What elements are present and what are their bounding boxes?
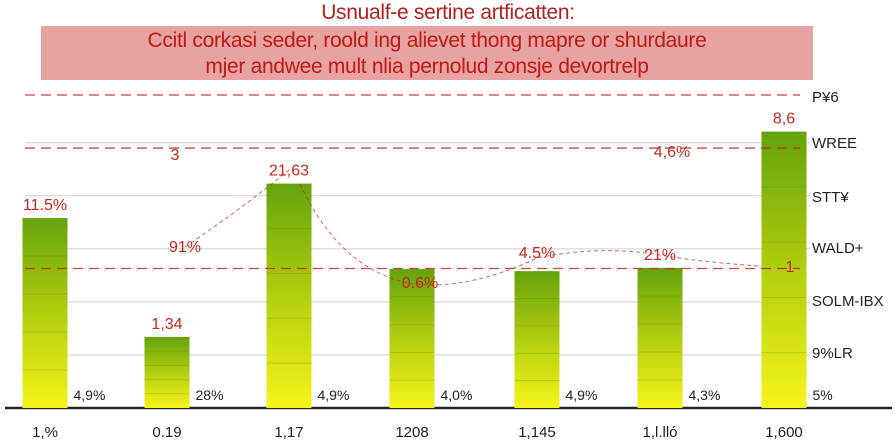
- annotation: 1: [786, 259, 795, 276]
- right-axis-label: WALD+: [812, 240, 864, 257]
- trend-line: [184, 169, 761, 286]
- annotation: 3: [171, 147, 180, 164]
- bar-3: [266, 183, 312, 408]
- right-axis-label: SOLM-IBX: [812, 293, 884, 310]
- inner-label: 4,9%: [318, 387, 350, 403]
- inner-label: 4,0%: [441, 387, 473, 403]
- bar-4: [389, 269, 435, 408]
- annotation: 91%: [169, 239, 201, 256]
- right-axis-label: STT¥: [812, 189, 849, 206]
- right-axis-label: P¥6: [812, 89, 839, 106]
- chart-title: Usnualf-e sertine artficatten:: [321, 1, 575, 24]
- right-axis-label: WREE: [812, 135, 857, 152]
- bar-7: [761, 131, 807, 408]
- annotation: 4,6%: [654, 144, 690, 161]
- x-tick-label: 1,l.lló: [642, 424, 677, 441]
- bar-6: [637, 267, 683, 408]
- right-axis-label: 9%LR: [812, 345, 853, 362]
- x-tick-label: 1,145: [518, 424, 556, 441]
- inner-label: 4,3%: [689, 387, 721, 403]
- bar-5: [514, 271, 560, 408]
- bar-top-label: 8,6: [773, 111, 795, 128]
- inner-label: 4,9%: [74, 387, 106, 403]
- bar-top-label: 11.5%: [23, 197, 67, 214]
- bar-1: [22, 218, 68, 408]
- inner-label: 28%: [196, 387, 224, 403]
- bar-2: [144, 336, 190, 408]
- annotation: 0.6%: [402, 275, 438, 292]
- x-tick-label: 1,600: [765, 424, 803, 441]
- annotation: 4.5%: [519, 245, 555, 262]
- x-tick-label: 1208: [395, 424, 428, 441]
- inner-label: 5%: [813, 387, 833, 403]
- annotation: 21%: [644, 247, 676, 264]
- bar-top-label: 1,34: [151, 316, 182, 333]
- x-tick-label: 1,17: [274, 424, 303, 441]
- x-tick-label: 0.19: [152, 424, 181, 441]
- subtitle-line-2: mjer andwee mult nlia pernolud zonsje de…: [205, 55, 649, 78]
- x-tick-label: 1,%: [32, 424, 58, 441]
- inner-label: 4,9%: [566, 387, 598, 403]
- subtitle-banner: Ccitl corkasi seder, roold ing alievet t…: [41, 26, 813, 80]
- subtitle-line-1: Ccitl corkasi seder, roold ing alievet t…: [147, 29, 707, 52]
- bar-top-label: 21,63: [269, 163, 309, 180]
